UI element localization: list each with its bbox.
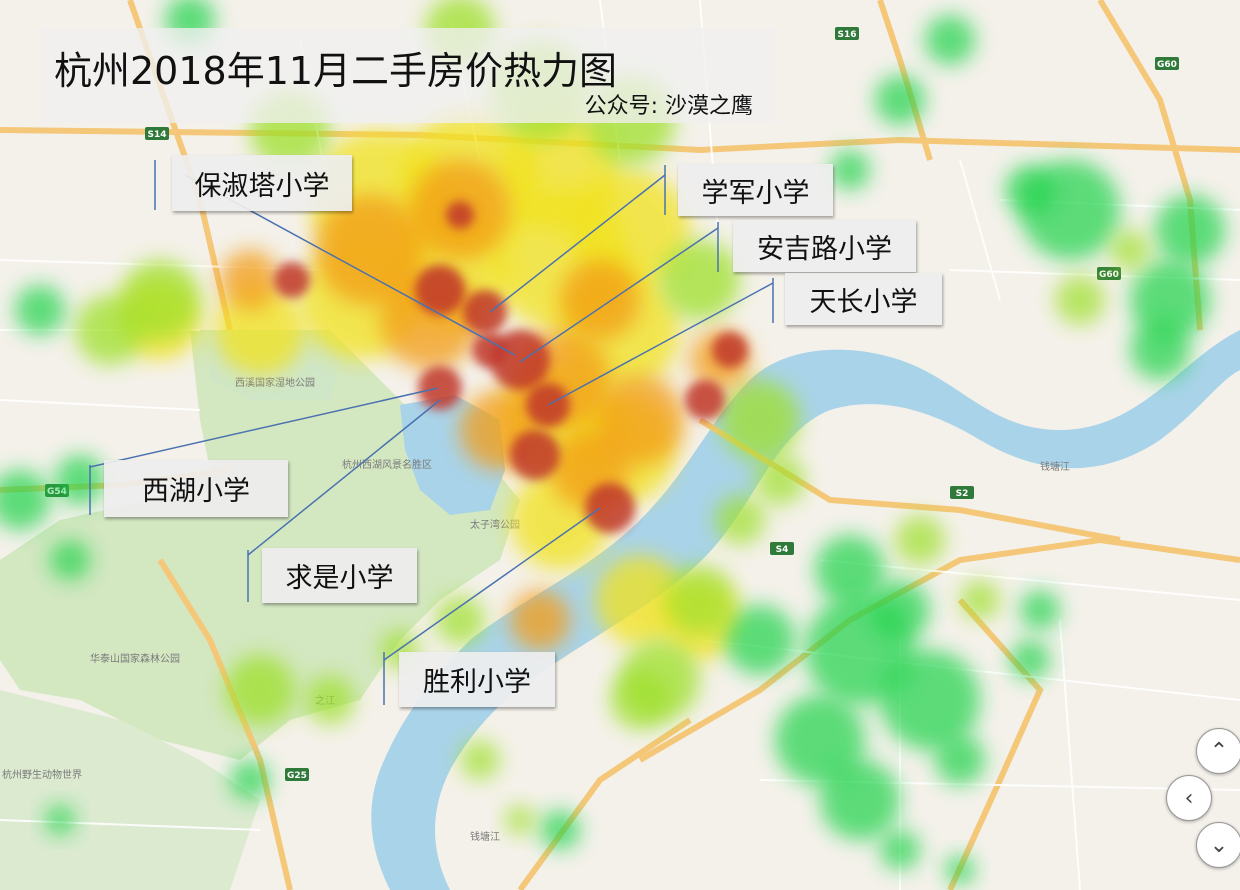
heat-blob [510,430,560,480]
heat-blob [935,735,985,785]
heat-blob [775,695,865,785]
heat-blob [925,15,975,65]
svg-text:杭州野生动物世界: 杭州野生动物世界 [2,768,82,781]
heat-blob [435,595,485,645]
svg-text:S16: S16 [837,30,856,40]
heat-blob [830,150,870,190]
school-label-tianchang: 天长小学 [785,273,942,325]
heat-blob [1020,590,1060,630]
pan-down-button[interactable]: ⌄ [1196,822,1240,868]
heat-blob [220,250,280,310]
heat-blob [945,855,975,885]
heat-blob [418,366,462,410]
heat-blob [315,195,425,305]
svg-text:钱塘江: 钱塘江 [1040,460,1070,473]
heat-blob [1010,640,1050,680]
heat-blob [230,760,270,800]
heat-blob [725,605,795,675]
title-panel: 杭州2018年11月二手房价热力图 公众号: 沙漠之鹰 [40,28,775,123]
heat-blob [45,805,75,835]
south-hills-park [0,690,260,890]
heat-blob [446,201,474,229]
heat-blob [1110,230,1150,270]
school-label-anjilu: 安吉路小学 [733,220,916,272]
heat-blob [685,380,725,420]
chevron-up-icon: ⌃ [1209,738,1229,764]
heat-blob [0,470,50,530]
heat-blob [870,580,930,640]
school-label-shengli: 胜利小学 [399,652,555,707]
heat-blob [15,285,65,335]
heat-blob [712,332,748,368]
school-label-xihu: 西湖小学 [104,460,288,517]
heat-blob [895,515,945,565]
heat-blob [55,455,105,505]
svg-text:G60: G60 [1099,270,1119,280]
pan-up-button[interactable]: ⌃ [1196,728,1240,774]
heat-blob [463,290,507,334]
heat-blob [875,75,925,125]
leader-xihu [89,387,439,468]
svg-text:G25: G25 [287,771,307,781]
heat-blob [880,830,920,870]
heat-blob [1130,260,1210,340]
heat-blob [415,265,465,315]
heat-blob [560,260,640,340]
heat-blob [225,655,295,725]
svg-text:S4: S4 [776,545,789,555]
heat-blob [880,650,980,750]
leader-qiushi [247,399,441,556]
chevron-down-icon: ⌄ [1209,832,1229,858]
svg-text:钱塘江: 钱塘江 [470,830,500,843]
heat-blob [1005,165,1055,215]
chevron-left-icon: ‹ [1184,785,1194,811]
heat-blob [960,580,1000,620]
heat-blob [1155,195,1225,265]
heat-blob [505,805,535,835]
school-label-baoshuta: 保淑塔小学 [172,155,352,211]
heat-blob [1055,275,1105,325]
heat-blob [755,455,805,505]
heat-blob [585,483,635,533]
svg-text:S14: S14 [147,130,166,140]
heat-blob [274,262,310,298]
school-label-xuejun: 学军小学 [678,164,833,216]
heat-blob [472,332,508,368]
heat-blob [715,495,765,545]
heat-blob [215,285,305,375]
map-title: 杭州2018年11月二手房价热力图 [54,49,618,93]
heat-blob [1130,320,1190,380]
heat-blob [510,590,570,650]
svg-text:华泰山国家森林公园: 华泰山国家森林公园 [90,652,180,665]
heat-blob [610,670,670,730]
leader-anjilu [519,227,719,363]
school-label-qiushi: 求是小学 [262,548,417,603]
heat-blob [460,740,500,780]
leader-shengli [383,507,601,661]
svg-text:西溪国家湿地公园: 西溪国家湿地公园 [235,376,315,389]
svg-text:太子湾公园: 太子湾公园 [470,518,520,531]
heat-blob [660,240,740,320]
svg-text:S2: S2 [956,489,969,499]
map-subtitle: 公众号: 沙漠之鹰 [584,94,753,119]
heat-blob [50,540,90,580]
heat-blob [665,565,735,635]
leader-tianchang [547,282,774,406]
heat-blob [820,760,900,840]
heat-blob [305,675,355,725]
heat-blob [75,295,145,365]
svg-text:G54: G54 [47,487,67,497]
heat-blob [720,380,800,460]
heat-blob [540,810,580,850]
pan-left-button[interactable]: ‹ [1166,775,1212,821]
heat-blob [815,535,885,605]
svg-text:G60: G60 [1157,60,1177,70]
leader-xuejun [489,174,666,313]
